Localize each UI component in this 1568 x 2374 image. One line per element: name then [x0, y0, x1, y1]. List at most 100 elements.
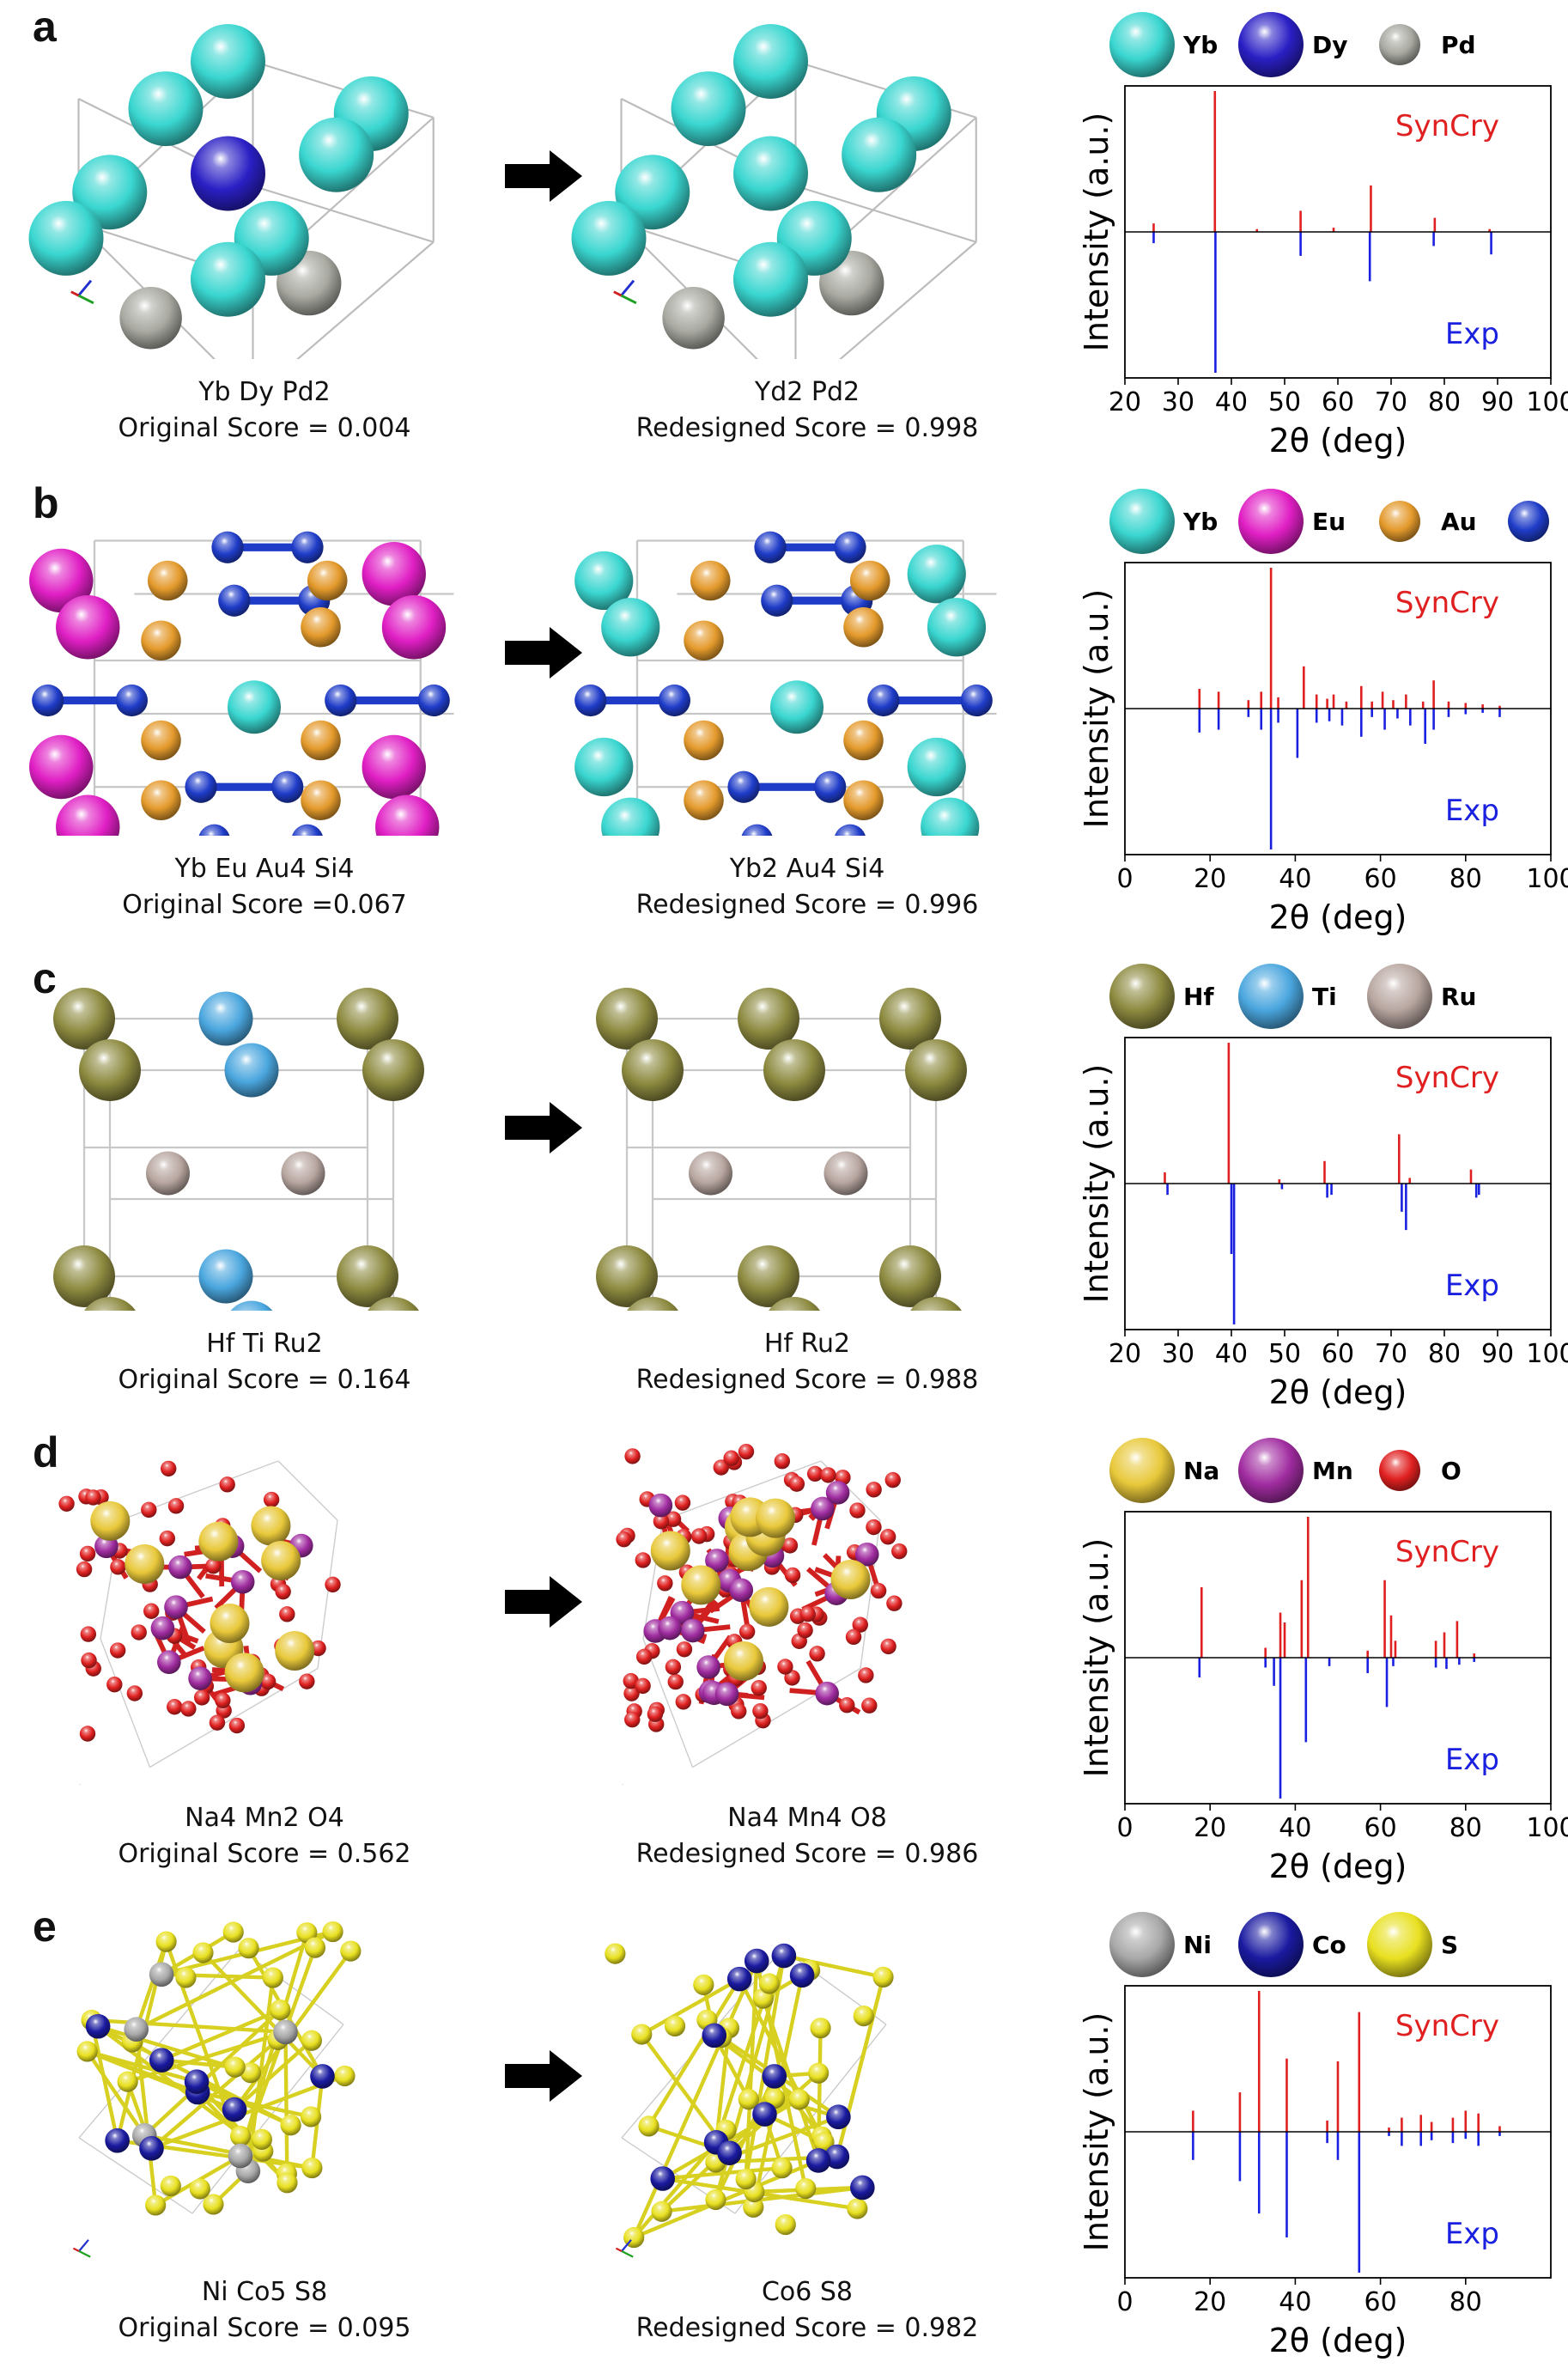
panel-c: c Hf Ti Ru2 Original Score = 0.164 Hf Ru…: [0, 952, 1568, 1426]
mn-atom: [705, 1549, 729, 1573]
exp-label: Exp: [1445, 317, 1499, 351]
o-atom: [676, 1641, 693, 1658]
axes-icon: [615, 2239, 634, 2258]
exp-label: Exp: [1445, 794, 1499, 828]
au-atom: [141, 720, 181, 761]
o-atom: [788, 1476, 805, 1492]
mn-atom: [729, 1578, 754, 1603]
na-atom: [251, 1506, 291, 1546]
o-atom: [667, 1673, 684, 1690]
panel-letter: d: [33, 1428, 59, 1476]
si-atom: [658, 684, 690, 717]
redesigned-structure: [574, 531, 997, 836]
hf-atom: [905, 1039, 967, 1101]
o-atom: [275, 1583, 291, 1600]
mn-atom: [648, 1493, 673, 1518]
cell-edge: [191, 2024, 344, 2214]
o-atom: [870, 1582, 887, 1599]
x-tick-label: 100: [1526, 864, 1568, 894]
si-atom: [727, 770, 760, 803]
o-atom: [167, 1498, 185, 1514]
legend-label: Hf: [1183, 983, 1214, 1011]
x-tick-label: 60: [1322, 387, 1354, 417]
si-atom: [185, 770, 217, 803]
x-tick-label: 80: [1428, 387, 1461, 417]
o-atom: [215, 1692, 231, 1708]
eu-atom: [29, 734, 94, 800]
o-atom: [852, 1616, 868, 1633]
ni-atom: [228, 2143, 253, 2169]
au-atom: [684, 620, 724, 660]
syncry-label: SynCry: [1395, 1535, 1499, 1569]
redesigned-caption: Yd2 Pd2 Redesigned Score = 0.998: [567, 374, 1048, 447]
o-atom: [774, 1453, 791, 1470]
x-tick-label: 0: [1116, 1813, 1133, 1843]
au-atom: [301, 607, 341, 648]
s-atom: [304, 1937, 326, 1958]
redesigned-structure: [605, 1943, 894, 2258]
y-axis-label: Intensity (a.u.): [1078, 113, 1115, 352]
si-atom: [115, 684, 148, 717]
yb-atom: [921, 797, 980, 836]
original-formula: Na4 Mn2 O4: [185, 1803, 344, 1833]
eu-atom: [375, 794, 440, 836]
cell-edge: [252, 185, 435, 243]
x-tick-label: 90: [1481, 387, 1514, 417]
s-atom: [758, 1973, 780, 1994]
s-atom: [175, 1967, 197, 1988]
x-tick-label: 40: [1215, 387, 1248, 417]
si-atom: [814, 770, 847, 803]
x-tick-label: 20: [1194, 2287, 1226, 2317]
xrd-chart: 0 20 40 60 80 100 2θ (deg) Intensity (a.u.) SynC…: [1078, 562, 1568, 936]
metal-s-bond: [150, 2073, 346, 2151]
o-atom: [110, 1559, 126, 1575]
x-tick-label: 30: [1162, 1339, 1194, 1369]
ru-atom: [146, 1151, 190, 1196]
original-formula: Yb Eu Au4 Si4: [174, 854, 355, 884]
na-atom: [681, 1565, 721, 1605]
metal-s-bond: [714, 1982, 771, 2143]
x-tick-label: 30: [1162, 387, 1194, 417]
yb-atom: [28, 200, 104, 276]
panel-letter: b: [33, 479, 59, 527]
eu-atom: [56, 595, 120, 660]
na-atom: [224, 1653, 264, 1693]
o-atom: [85, 1489, 101, 1506]
s-atom: [76, 2041, 98, 2062]
yb-atom: [574, 551, 634, 611]
exp-label: Exp: [1445, 1743, 1499, 1777]
arrow-right-icon: [505, 150, 582, 202]
s-atom: [192, 1942, 214, 1963]
o-atom: [635, 1648, 653, 1665]
legend-swatch: [1379, 1450, 1420, 1491]
co-atom: [702, 2023, 727, 2048]
ru-atom: [689, 1151, 732, 1196]
cell-edge: [296, 240, 435, 359]
legend-label: Au: [1441, 508, 1477, 536]
na-atom: [90, 1500, 131, 1541]
legend-item-mn: Mn: [1238, 1438, 1353, 1503]
mn-atom: [188, 1666, 212, 1690]
mn-atom: [168, 1555, 192, 1580]
mn-atom: [696, 1655, 720, 1679]
o-atom: [731, 1703, 747, 1720]
legend-label: Ru: [1441, 983, 1477, 1011]
hf-atom: [596, 988, 658, 1050]
s-atom: [270, 2000, 291, 2021]
o-atom: [126, 1685, 143, 1701]
eu-atom: [29, 548, 94, 613]
ti-atom: [198, 1249, 253, 1304]
hf-atom: [79, 1039, 141, 1101]
s-atom: [229, 2125, 252, 2147]
yb-atom: [571, 200, 647, 276]
o-atom: [635, 1552, 651, 1568]
o-atom: [279, 1606, 295, 1622]
yb-atom: [299, 117, 374, 192]
x-tick-label: 40: [1215, 1339, 1248, 1369]
x-tick-label: 20: [1194, 864, 1226, 894]
s-atom: [322, 1921, 343, 1943]
x-axis-label: 2θ (deg): [1269, 422, 1407, 460]
arrow-right-icon: [505, 1576, 582, 1628]
mn-atom: [825, 1481, 850, 1505]
original-formula: Hf Ti Ru2: [206, 1329, 323, 1359]
